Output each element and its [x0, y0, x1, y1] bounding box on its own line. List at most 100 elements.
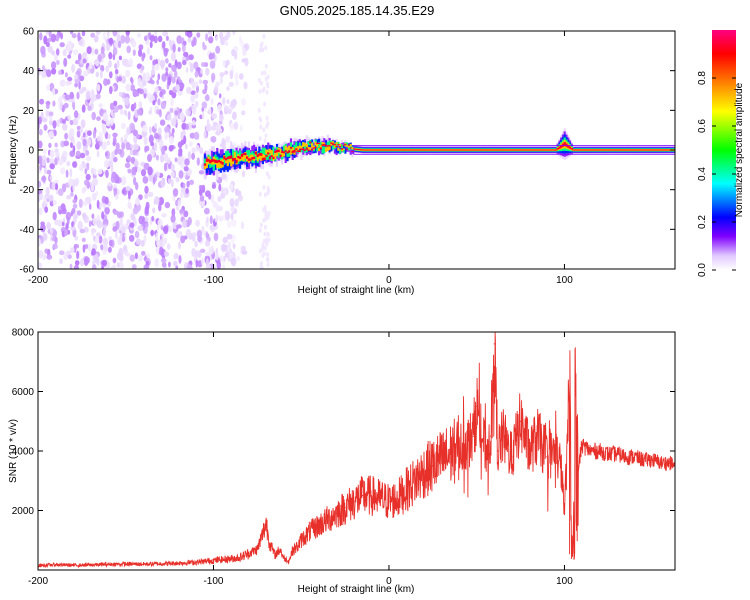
colorbar-tick-label: 0.2: [697, 215, 708, 229]
signal-cell: [288, 149, 291, 157]
noise-blob: [146, 252, 151, 259]
noise-blob: [42, 253, 47, 261]
snr-point: [362, 495, 364, 497]
noise-blob: [199, 195, 205, 202]
noise-blob: [226, 233, 233, 240]
signal-cell: [286, 147, 289, 152]
signal-cell: [210, 160, 214, 165]
signal-cell: [335, 146, 338, 153]
noise-blob: [162, 31, 169, 37]
signal-cell: [500, 149, 503, 151]
noise-blob: [187, 37, 192, 43]
snr-point: [458, 447, 460, 449]
noise-blob: [127, 201, 132, 209]
noise-blob: [159, 91, 163, 98]
signal-cell: [618, 149, 621, 151]
noise-blob: [120, 136, 124, 144]
noise-blob: [189, 106, 192, 112]
noise-blob: [149, 55, 153, 61]
noise-blob: [189, 132, 196, 139]
signal-cell: [458, 149, 461, 151]
signal-cell: [563, 142, 566, 146]
signal-cell: [217, 161, 221, 168]
noise-blob: [264, 76, 268, 82]
noise-blob: [144, 193, 149, 200]
x-tick-label: -100: [203, 275, 223, 286]
noise-blob: [194, 92, 199, 99]
colorbar-label: Normalized spectral amplitude: [734, 82, 745, 217]
snr-point: [634, 456, 636, 458]
signal-cell: [339, 145, 342, 147]
noise-blob: [266, 257, 270, 263]
signal-cell: [656, 149, 659, 151]
noise-blob: [160, 153, 164, 163]
noise-blob: [81, 52, 86, 60]
noise-blob: [149, 41, 153, 49]
noise-blob: [91, 46, 95, 56]
noise-blob: [38, 238, 41, 246]
signal-cell: [288, 145, 291, 150]
noise-blob: [96, 199, 100, 209]
signal-cell: [602, 149, 605, 151]
noise-blob: [38, 128, 43, 136]
noise-blob: [82, 58, 87, 64]
signal-cell: [314, 147, 317, 149]
noise-blob: [179, 112, 185, 120]
noise-blob: [137, 166, 142, 173]
noise-blob: [65, 250, 71, 256]
signal-cell: [435, 149, 438, 151]
signal-outline: [353, 145, 675, 155]
signal-cell: [479, 149, 482, 151]
signal-cell: [626, 149, 629, 151]
noise-blob: [208, 31, 212, 35]
signal-cell: [228, 155, 231, 159]
snr-point: [107, 563, 109, 565]
noise-blob: [77, 53, 82, 62]
snr-point: [274, 554, 276, 556]
signal-cell: [423, 149, 426, 151]
noise-blob: [204, 240, 211, 247]
noise-blob: [108, 239, 113, 247]
noise-blob: [260, 247, 264, 252]
noise-blob: [217, 196, 222, 202]
spectrogram-marks: [38, 31, 675, 269]
noise-blob: [170, 44, 173, 51]
noise-blob: [230, 257, 237, 267]
noise-blob: [59, 258, 63, 265]
noise-blob: [46, 37, 52, 43]
noise-blob: [160, 224, 164, 231]
y-tick-label: -60: [20, 265, 35, 276]
noise-blob: [121, 142, 125, 150]
noise-blob: [149, 126, 152, 134]
noise-blob: [96, 232, 101, 237]
snr-point: [269, 542, 271, 544]
noise-blob: [52, 120, 57, 129]
signal-cell: [328, 146, 331, 151]
signal-cell: [568, 146, 572, 149]
noise-blob: [71, 100, 76, 109]
noise-blob: [40, 223, 46, 233]
noise-blob: [69, 168, 73, 178]
colorbar: 0.0 0.2 0.4 0.6 0.8 Normalized spectral ampl…: [697, 30, 745, 277]
noise-blob: [112, 31, 118, 37]
noise-blob: [198, 79, 203, 84]
noise-blob: [62, 208, 67, 215]
signal-cell: [303, 145, 307, 153]
noise-blob: [38, 207, 43, 216]
snr-point: [230, 558, 232, 560]
signal-cell: [411, 149, 414, 151]
signal-cell: [354, 148, 357, 150]
noise-blob: [118, 91, 123, 97]
signal-cell: [205, 158, 208, 162]
noise-blob: [193, 131, 200, 140]
noise-blob: [164, 251, 170, 257]
noise-blob: [195, 259, 199, 268]
signal-cell: [302, 148, 305, 151]
noise-blob: [182, 59, 187, 66]
noise-blob: [215, 36, 219, 41]
signal-cell: [296, 146, 300, 150]
noise-blob: [79, 164, 84, 172]
signal-cell: [321, 144, 324, 146]
noise-blob: [258, 116, 262, 122]
noise-blob: [101, 141, 107, 150]
